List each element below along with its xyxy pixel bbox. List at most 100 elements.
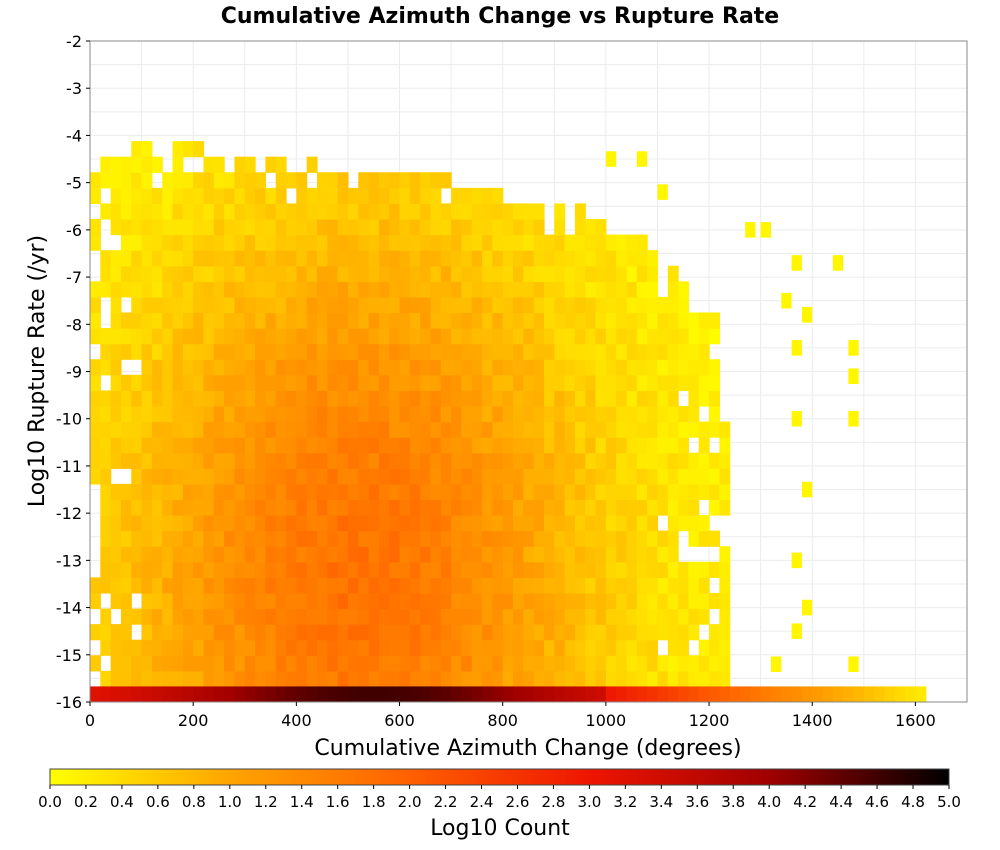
x-tick-label: 1600 [895,711,936,730]
heatmap-cell [120,546,132,563]
heatmap-cell [585,515,597,532]
heatmap-cell [420,374,432,391]
heatmap-cell [585,655,597,672]
heatmap-cell [151,546,163,563]
heatmap-cell [306,483,318,501]
heatmap-cell [471,608,483,625]
heatmap-cell [409,343,421,360]
heatmap-cell [306,390,318,407]
heatmap-cell-bottom-row [131,686,143,702]
heatmap-cell [296,639,308,656]
y-tick-label: -12 [56,504,82,523]
heatmap-cell [316,296,328,314]
heatmap-cell [151,561,163,578]
heatmap-cell [440,670,452,688]
heatmap-cell [523,483,535,501]
heatmap-cell [595,296,607,314]
heatmap-cell [719,421,731,438]
heatmap-cell [358,592,370,610]
heatmap-cell [327,219,339,236]
heatmap-cell [244,187,256,205]
heatmap-cell [244,203,256,220]
heatmap-cell [172,670,184,688]
heatmap-cell [657,592,669,610]
heatmap-cell [255,421,266,438]
heatmap-cell [420,655,432,672]
heatmap-cell [616,250,628,267]
heatmap-cell [574,421,586,438]
heatmap-cell [389,499,401,516]
heatmap-cell [265,328,277,345]
heatmap-cell [409,499,421,516]
heatmap-cell [234,608,246,625]
heatmap-cell [399,203,411,220]
heatmap-cell [255,343,266,360]
colorbar-tick-label: 3.8 [721,793,745,811]
heatmap-cell [647,374,659,391]
heatmap-cell [162,265,174,282]
heatmap-cell [306,374,318,391]
heatmap-cell-isolated [801,307,813,323]
heatmap-cell [110,359,122,376]
heatmap-cell [286,343,297,360]
heatmap-cell [389,296,401,314]
heatmap-cell [306,499,318,516]
heatmap-cell [358,328,370,345]
heatmap-cell [182,405,194,423]
heatmap-cell [172,655,184,672]
heatmap-cell [461,296,473,314]
heatmap-cell [327,546,339,563]
heatmap-cell [378,343,390,360]
heatmap-cell [399,312,411,329]
heatmap-cell [430,172,442,189]
heatmap-cell [678,281,690,298]
heatmap-cell [616,452,628,469]
colorbar-tick-label: 3.0 [577,793,601,811]
heatmap-cell-bottom-row [626,686,638,702]
heatmap-cell [110,328,122,345]
colorbar-tick-label: 3.4 [649,793,673,811]
heatmap-cell [203,670,215,688]
heatmap-cell [337,655,349,672]
heatmap-cell [100,483,112,501]
heatmap-cell [110,343,122,360]
heatmap-cell [543,234,555,251]
heatmap-cell [688,405,700,423]
heatmap-cell [482,608,493,625]
heatmap-cell [358,624,370,641]
heatmap-cell [337,624,349,641]
heatmap-cell [461,281,473,298]
heatmap-cell [389,219,401,236]
heatmap-cell [90,234,101,251]
heatmap-cell [378,452,390,469]
heatmap-cell [378,328,390,345]
heatmap-cell [409,577,421,594]
heatmap-cell [543,639,555,656]
heatmap-cell [316,250,328,267]
heatmap-cell [471,452,483,469]
heatmap-cell [182,172,194,189]
heatmap-cell [162,655,174,672]
heatmap-cell [162,343,174,360]
heatmap-cell-bottom-row [657,686,669,702]
heatmap-cell [378,421,390,438]
heatmap-cell [626,624,638,641]
heatmap-cell [451,639,463,656]
heatmap-cell [595,359,607,376]
heatmap-cell [213,234,225,251]
heatmap-cell [492,405,504,423]
heatmap-cell [667,374,679,391]
heatmap-cell [90,405,101,423]
heatmap-cell [471,219,483,236]
heatmap-cell [275,390,287,407]
heatmap-cell [574,639,586,656]
heatmap-cell [523,328,535,345]
heatmap-cell [306,530,318,547]
heatmap-cell-bottom-row [605,686,617,702]
heatmap-cell [316,624,328,641]
heatmap-cell [482,219,493,236]
heatmap-cell [255,670,266,688]
heatmap-cell [337,437,349,454]
heatmap-cell [378,561,390,578]
heatmap-cell [389,515,401,532]
